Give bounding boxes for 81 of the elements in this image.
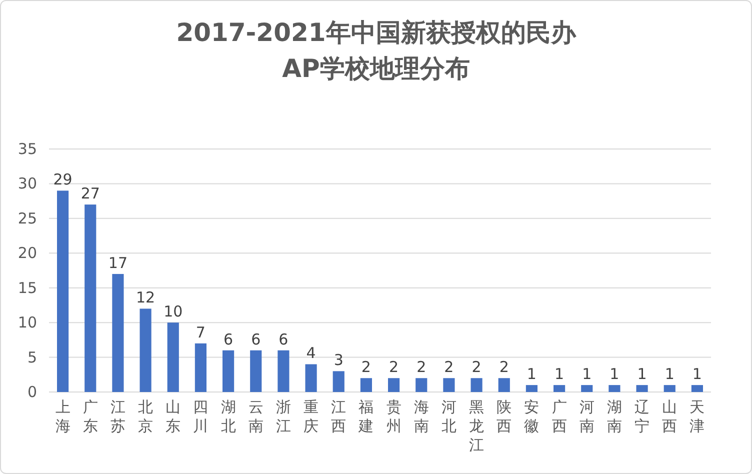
y-tick-label: 25 <box>18 209 37 228</box>
data-label: 2 <box>416 358 426 376</box>
x-tick-label: 江苏 <box>110 398 126 435</box>
bar <box>250 350 262 392</box>
bar <box>194 343 206 392</box>
data-label: 29 <box>53 170 72 189</box>
bar <box>443 378 455 392</box>
bar <box>691 385 703 392</box>
data-label: 4 <box>306 344 316 362</box>
bar <box>416 378 428 392</box>
bar <box>112 274 124 392</box>
bar <box>360 378 372 392</box>
bar <box>305 364 317 392</box>
bar <box>167 322 179 392</box>
y-tick-label: 15 <box>18 278 37 297</box>
data-label: 1 <box>610 365 620 384</box>
data-label: 6 <box>251 330 261 348</box>
bar <box>470 378 482 392</box>
x-tick-label: 湖南 <box>606 398 622 435</box>
x-tick-label: 云南 <box>248 398 264 435</box>
x-tick-label: 河南 <box>579 398 594 435</box>
x-tick-label: 北京 <box>138 398 154 435</box>
data-label: 6 <box>278 330 288 348</box>
x-tick-label: 山西 <box>662 398 678 435</box>
bar <box>57 190 69 392</box>
bar <box>84 204 96 392</box>
x-tick-label: 黑龙江 <box>469 398 484 454</box>
data-label: 17 <box>108 254 128 272</box>
data-label: 6 <box>224 330 234 348</box>
x-tick-label: 贵州 <box>386 398 402 435</box>
data-label: 2 <box>389 358 399 376</box>
x-tick-label: 湖北 <box>220 398 236 435</box>
x-tick-label: 江西 <box>331 398 346 435</box>
data-label: 2 <box>499 358 509 376</box>
bar <box>498 378 510 392</box>
data-label: 2 <box>444 358 454 376</box>
x-tick-label: 辽宁 <box>634 398 650 435</box>
bar <box>278 350 290 392</box>
data-label: 7 <box>196 323 206 342</box>
data-label: 1 <box>637 365 647 384</box>
x-tick-label: 河北 <box>441 398 456 435</box>
data-label: 2 <box>361 358 371 376</box>
x-tick-label: 上海 <box>55 398 70 435</box>
bar <box>664 385 676 392</box>
data-label: 2 <box>472 358 482 376</box>
x-tick-label: 广西 <box>552 398 567 435</box>
x-tick-label: 广东 <box>82 398 98 435</box>
chart-title: 2017-2021年中国新获授权的民办AP学校地理分布 <box>175 17 578 85</box>
x-tick-label: 福建 <box>358 398 374 435</box>
data-label: 1 <box>664 365 674 384</box>
y-tick-label: 5 <box>27 348 37 366</box>
bar <box>608 385 620 392</box>
bar <box>636 385 648 392</box>
bar <box>581 385 593 392</box>
y-tick-label: 30 <box>18 174 37 193</box>
data-label: 1 <box>582 365 592 384</box>
y-tick-label: 10 <box>18 314 37 332</box>
bar <box>554 385 566 392</box>
bar <box>140 308 152 392</box>
x-tick-label: 海南 <box>414 398 429 435</box>
x-tick-label: 天津 <box>690 398 705 435</box>
data-label: 3 <box>334 351 344 370</box>
y-tick-label: 0 <box>27 383 37 401</box>
y-tick-label: 35 <box>18 140 37 158</box>
data-label: 1 <box>554 365 564 384</box>
data-label: 1 <box>526 365 536 384</box>
x-tick-label: 陕西 <box>496 398 512 435</box>
x-tick-label: 浙江 <box>276 398 291 435</box>
x-tick-label: 重庆 <box>304 398 319 435</box>
bar <box>388 378 400 392</box>
bar <box>332 371 344 392</box>
bar <box>526 385 538 392</box>
y-tick-label: 20 <box>18 244 37 262</box>
x-tick-label: 山东 <box>166 398 181 435</box>
x-tick-label: 安徽 <box>524 398 540 435</box>
data-label: 27 <box>80 184 100 203</box>
data-label: 10 <box>164 302 183 321</box>
bar <box>222 350 234 392</box>
data-label: 1 <box>692 365 702 384</box>
data-label: 12 <box>136 288 156 307</box>
x-tick-label: 四川 <box>193 398 208 435</box>
